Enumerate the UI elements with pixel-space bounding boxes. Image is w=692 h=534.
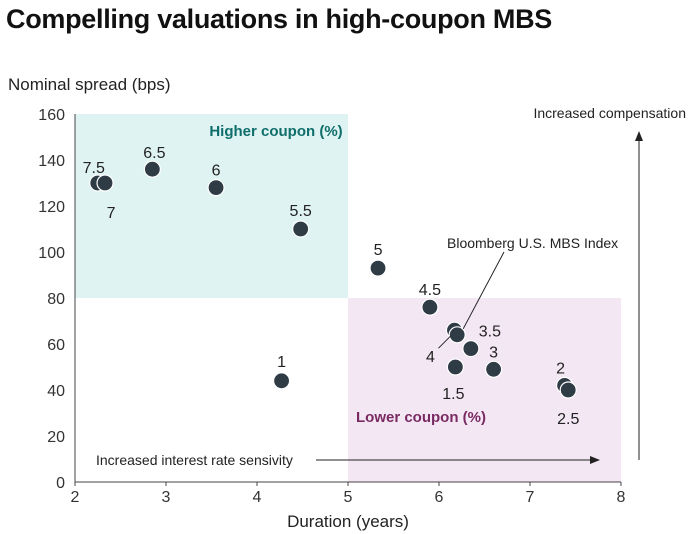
data-point <box>485 360 503 378</box>
y-arrow-label: Increased compensation <box>533 105 686 121</box>
x-tick-label: 5 <box>344 489 353 506</box>
y-tick-label: 80 <box>47 291 65 308</box>
y-arrow-head <box>635 131 643 141</box>
point-labels: 7.5 7 6.5 6 5.5 5 4.5 4 Bloomberg U.S. MBS Index… <box>83 145 619 428</box>
point-label: 4 <box>426 349 435 366</box>
point-label: 2.5 <box>557 411 579 428</box>
y-tick-label: 40 <box>47 383 65 400</box>
data-point <box>272 372 291 390</box>
index-label: Bloomberg U.S. MBS Index <box>447 235 618 251</box>
y-tick-label: 20 <box>47 429 65 446</box>
data-point <box>207 179 225 197</box>
x-tick-label: 8 <box>617 489 626 506</box>
y-axis-title: Nominal spread (bps) <box>8 75 171 94</box>
data-point <box>292 220 310 238</box>
x-arrow-label: Increased interest rate sensivity <box>96 452 293 468</box>
x-arrow-head <box>590 456 600 464</box>
x-tick-label: 2 <box>71 489 80 506</box>
point-label: 4.5 <box>419 282 441 299</box>
point-label: 5 <box>374 242 383 259</box>
data-point <box>96 174 114 192</box>
y-tick-label: 120 <box>38 199 65 216</box>
data-point <box>448 326 466 344</box>
data-point <box>369 259 387 277</box>
data-point <box>143 160 161 178</box>
index-leader-line <box>462 251 505 330</box>
data-point <box>421 298 439 316</box>
x-tick-label: 3 <box>162 489 171 506</box>
x-tick-label: 7 <box>526 489 535 506</box>
point-4-leader-line <box>438 335 451 349</box>
data-point <box>559 381 577 399</box>
higher-coupon-label: Higher coupon (%) <box>209 123 342 140</box>
point-label: 6 <box>212 163 221 180</box>
y-tick-label: 160 <box>38 107 65 124</box>
chart-title: Compelling valuations in high-coupon MBS <box>6 4 552 34</box>
y-tick-label: 60 <box>47 337 65 354</box>
x-tick-label: 4 <box>253 489 262 506</box>
data-points <box>89 160 577 399</box>
tick-labels: 0 20 40 60 80 100 120 140 160 2 3 4 5 6 7 8 Nominal spre… <box>8 75 626 531</box>
x-tick-label: 6 <box>435 489 444 506</box>
point-label: 5.5 <box>290 203 312 220</box>
point-label: 3.5 <box>479 324 501 341</box>
higher-coupon-region <box>75 114 348 298</box>
y-tick-label: 0 <box>56 475 65 492</box>
point-label: 1.5 <box>442 386 464 403</box>
annotation-arrows: Increased interest rate sensivity Increas… <box>96 105 686 468</box>
x-axis-title: Duration (years) <box>287 512 409 531</box>
point-label: 7.5 <box>83 160 105 177</box>
y-tick-label: 140 <box>38 153 65 170</box>
lower-coupon-label: Lower coupon (%) <box>356 409 486 426</box>
data-point <box>462 340 480 358</box>
point-label: 3 <box>489 344 498 361</box>
point-label: 2 <box>556 360 565 377</box>
point-label: 7 <box>107 205 116 222</box>
point-label: 6.5 <box>143 145 165 162</box>
data-point <box>446 358 464 376</box>
y-tick-label: 100 <box>38 245 65 262</box>
point-label: 1 <box>277 354 286 371</box>
